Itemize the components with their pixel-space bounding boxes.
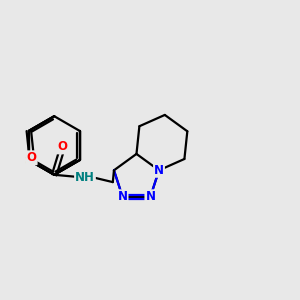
Text: NH: NH bbox=[75, 171, 95, 184]
Text: N: N bbox=[146, 190, 155, 203]
Text: O: O bbox=[58, 140, 68, 154]
Text: S: S bbox=[25, 154, 33, 166]
Text: O: O bbox=[27, 151, 37, 164]
Text: N: N bbox=[118, 190, 128, 203]
Text: N: N bbox=[154, 164, 164, 177]
